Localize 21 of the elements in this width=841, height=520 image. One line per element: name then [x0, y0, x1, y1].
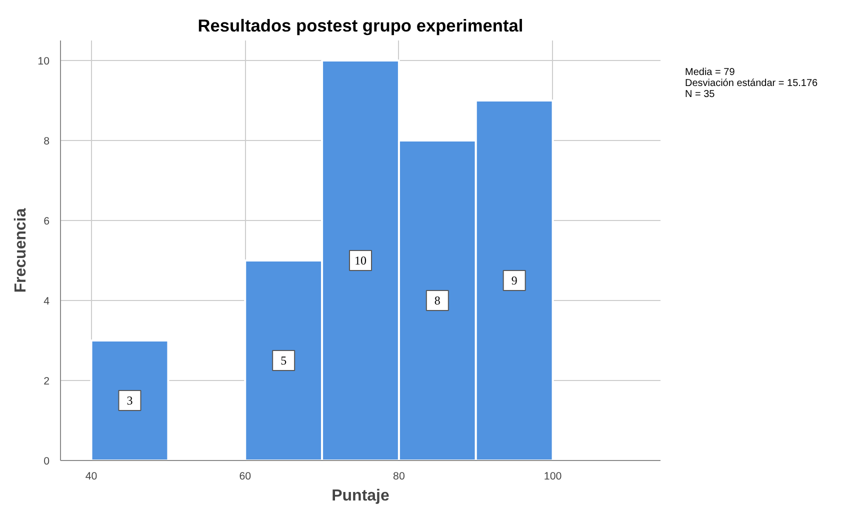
- x-tick-label: 80: [393, 470, 405, 482]
- chart-title: Resultados postest grupo experimental: [198, 16, 524, 36]
- data-label: 10: [354, 254, 366, 268]
- text: Media = 79: [685, 67, 735, 78]
- y-tick-label: 2: [44, 376, 50, 388]
- x-tick-label: 40: [85, 470, 98, 482]
- y-tick-label: 10: [38, 56, 50, 68]
- x-tick-label: 100: [544, 470, 562, 482]
- y-tick-label: 6: [44, 216, 50, 228]
- y-tick-label: 0: [44, 456, 50, 468]
- data-label: 9: [511, 274, 518, 288]
- data-label: 3: [126, 394, 133, 408]
- data-label: 8: [434, 294, 440, 308]
- text: Desviación estándar = 15.176: [685, 78, 818, 89]
- x-axis-title: Puntaje: [332, 488, 390, 504]
- data-label: 5: [280, 354, 287, 368]
- text: N = 35: [685, 89, 715, 100]
- y-axis-title: Frecuencia: [12, 208, 30, 293]
- y-tick-label: 8: [44, 136, 50, 148]
- x-tick-label: 60: [239, 470, 252, 482]
- y-tick-label: 4: [44, 296, 50, 308]
